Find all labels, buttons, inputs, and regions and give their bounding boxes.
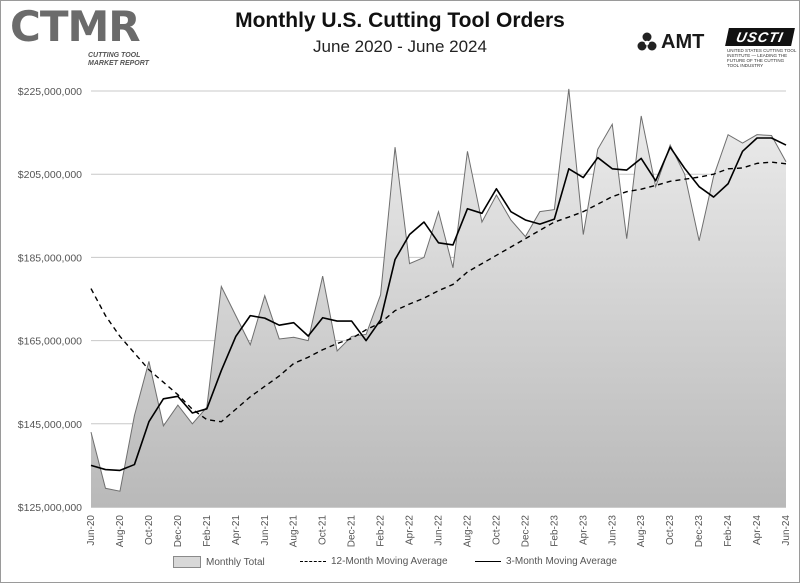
ctmr-logo-mark: CTMR: [10, 2, 141, 51]
x-tick-label: Apr-21: [231, 515, 242, 545]
x-tick-label: Feb-21: [202, 515, 213, 547]
legend-item-3-month: 3-Month Moving Average: [475, 556, 617, 567]
ctmr-tagline-line2: Market Report: [88, 60, 149, 67]
y-tick-label: $165,000,000: [18, 336, 82, 348]
x-tick-label: Feb-22: [376, 515, 387, 547]
x-tick-label: Feb-24: [723, 515, 734, 547]
x-tick-label: Aug-23: [636, 515, 647, 548]
legend-swatch-area: [173, 556, 201, 568]
y-tick-label: $205,000,000: [18, 169, 82, 181]
three-month-moving-average-line: [90, 137, 787, 472]
x-tick-label: Dec-20: [173, 515, 184, 548]
x-tick-label: Jun-21: [260, 515, 271, 546]
x-tick-label: Apr-22: [405, 515, 416, 545]
x-tick-label: Oct-21: [318, 515, 329, 545]
y-tick-label: $185,000,000: [18, 252, 82, 264]
x-tick-label: Jun-20: [86, 515, 97, 546]
x-tick-label: Dec-23: [694, 515, 705, 548]
x-tick-label: Jun-22: [434, 515, 445, 546]
chart-title: Monthly U.S. Cutting Tool Orders: [235, 9, 565, 32]
monthly-total-area: [91, 88, 786, 508]
y-tick-label: $145,000,000: [18, 419, 82, 431]
x-tick-label: Oct-22: [491, 515, 502, 545]
usct-logo: USCTI United States Cutting Tool Institu…: [725, 28, 797, 68]
y-tick-label: $225,000,000: [18, 86, 82, 98]
x-tick-label: Aug-21: [289, 515, 300, 548]
x-tick-label: Aug-20: [115, 515, 126, 548]
legend-item-monthly-total: Monthly Total: [173, 556, 265, 568]
x-tick-label: Oct-23: [665, 515, 676, 545]
legend-label-monthly-total: Monthly Total: [206, 556, 265, 568]
x-tick-label: Dec-22: [520, 515, 531, 548]
x-tick-label: Dec-21: [347, 515, 358, 548]
ctmr-logo-tagline: Cutting Tool Market Report: [88, 52, 149, 68]
y-axis: $125,000,000 $145,000,000 $165,000,000 $185…: [18, 86, 82, 514]
amt-logo-icon: [637, 32, 657, 51]
y-tick-label: $125,000,000: [18, 502, 82, 514]
x-tick-label: Oct-20: [144, 515, 155, 545]
x-tick-label: Apr-24: [752, 515, 763, 545]
x-tick-label: Jun-24: [781, 515, 792, 546]
ctmr-logo: CTMR Cutting Tool Market Report: [10, 6, 160, 76]
legend-label-12-month: 12-Month Moving Average: [331, 556, 448, 567]
ctmr-tagline-line1: Cutting Tool: [88, 52, 141, 59]
legend-swatch-solid: [475, 561, 501, 562]
x-axis: Jun-20 Aug-20 Oct-20 Dec-20 Feb-21 Apr-21 Jun-…: [86, 515, 792, 548]
lines-layer: [90, 137, 787, 472]
legend-item-12-month: 12-Month Moving Average: [300, 556, 448, 567]
x-tick-label: Apr-23: [578, 515, 589, 545]
twelve-month-moving-average-line: [90, 161, 787, 423]
x-tick-label: Feb-23: [549, 515, 560, 547]
area-layer: [90, 88, 787, 508]
x-tick-label: Jun-23: [607, 515, 618, 546]
legend-label-3-month: 3-Month Moving Average: [506, 556, 617, 567]
x-tick-label: Aug-22: [462, 515, 473, 548]
chart-subtitle: June 2020 - June 2024: [313, 37, 487, 56]
legend: Monthly Total 12-Month Moving Average 3-…: [0, 556, 800, 572]
legend-swatch-dashed: [300, 561, 326, 562]
amt-logo: AMT: [636, 30, 704, 54]
amt-logo-text: AMT: [661, 30, 705, 53]
usct-logo-tagline: United States Cutting Tool Institute — L…: [727, 48, 797, 68]
